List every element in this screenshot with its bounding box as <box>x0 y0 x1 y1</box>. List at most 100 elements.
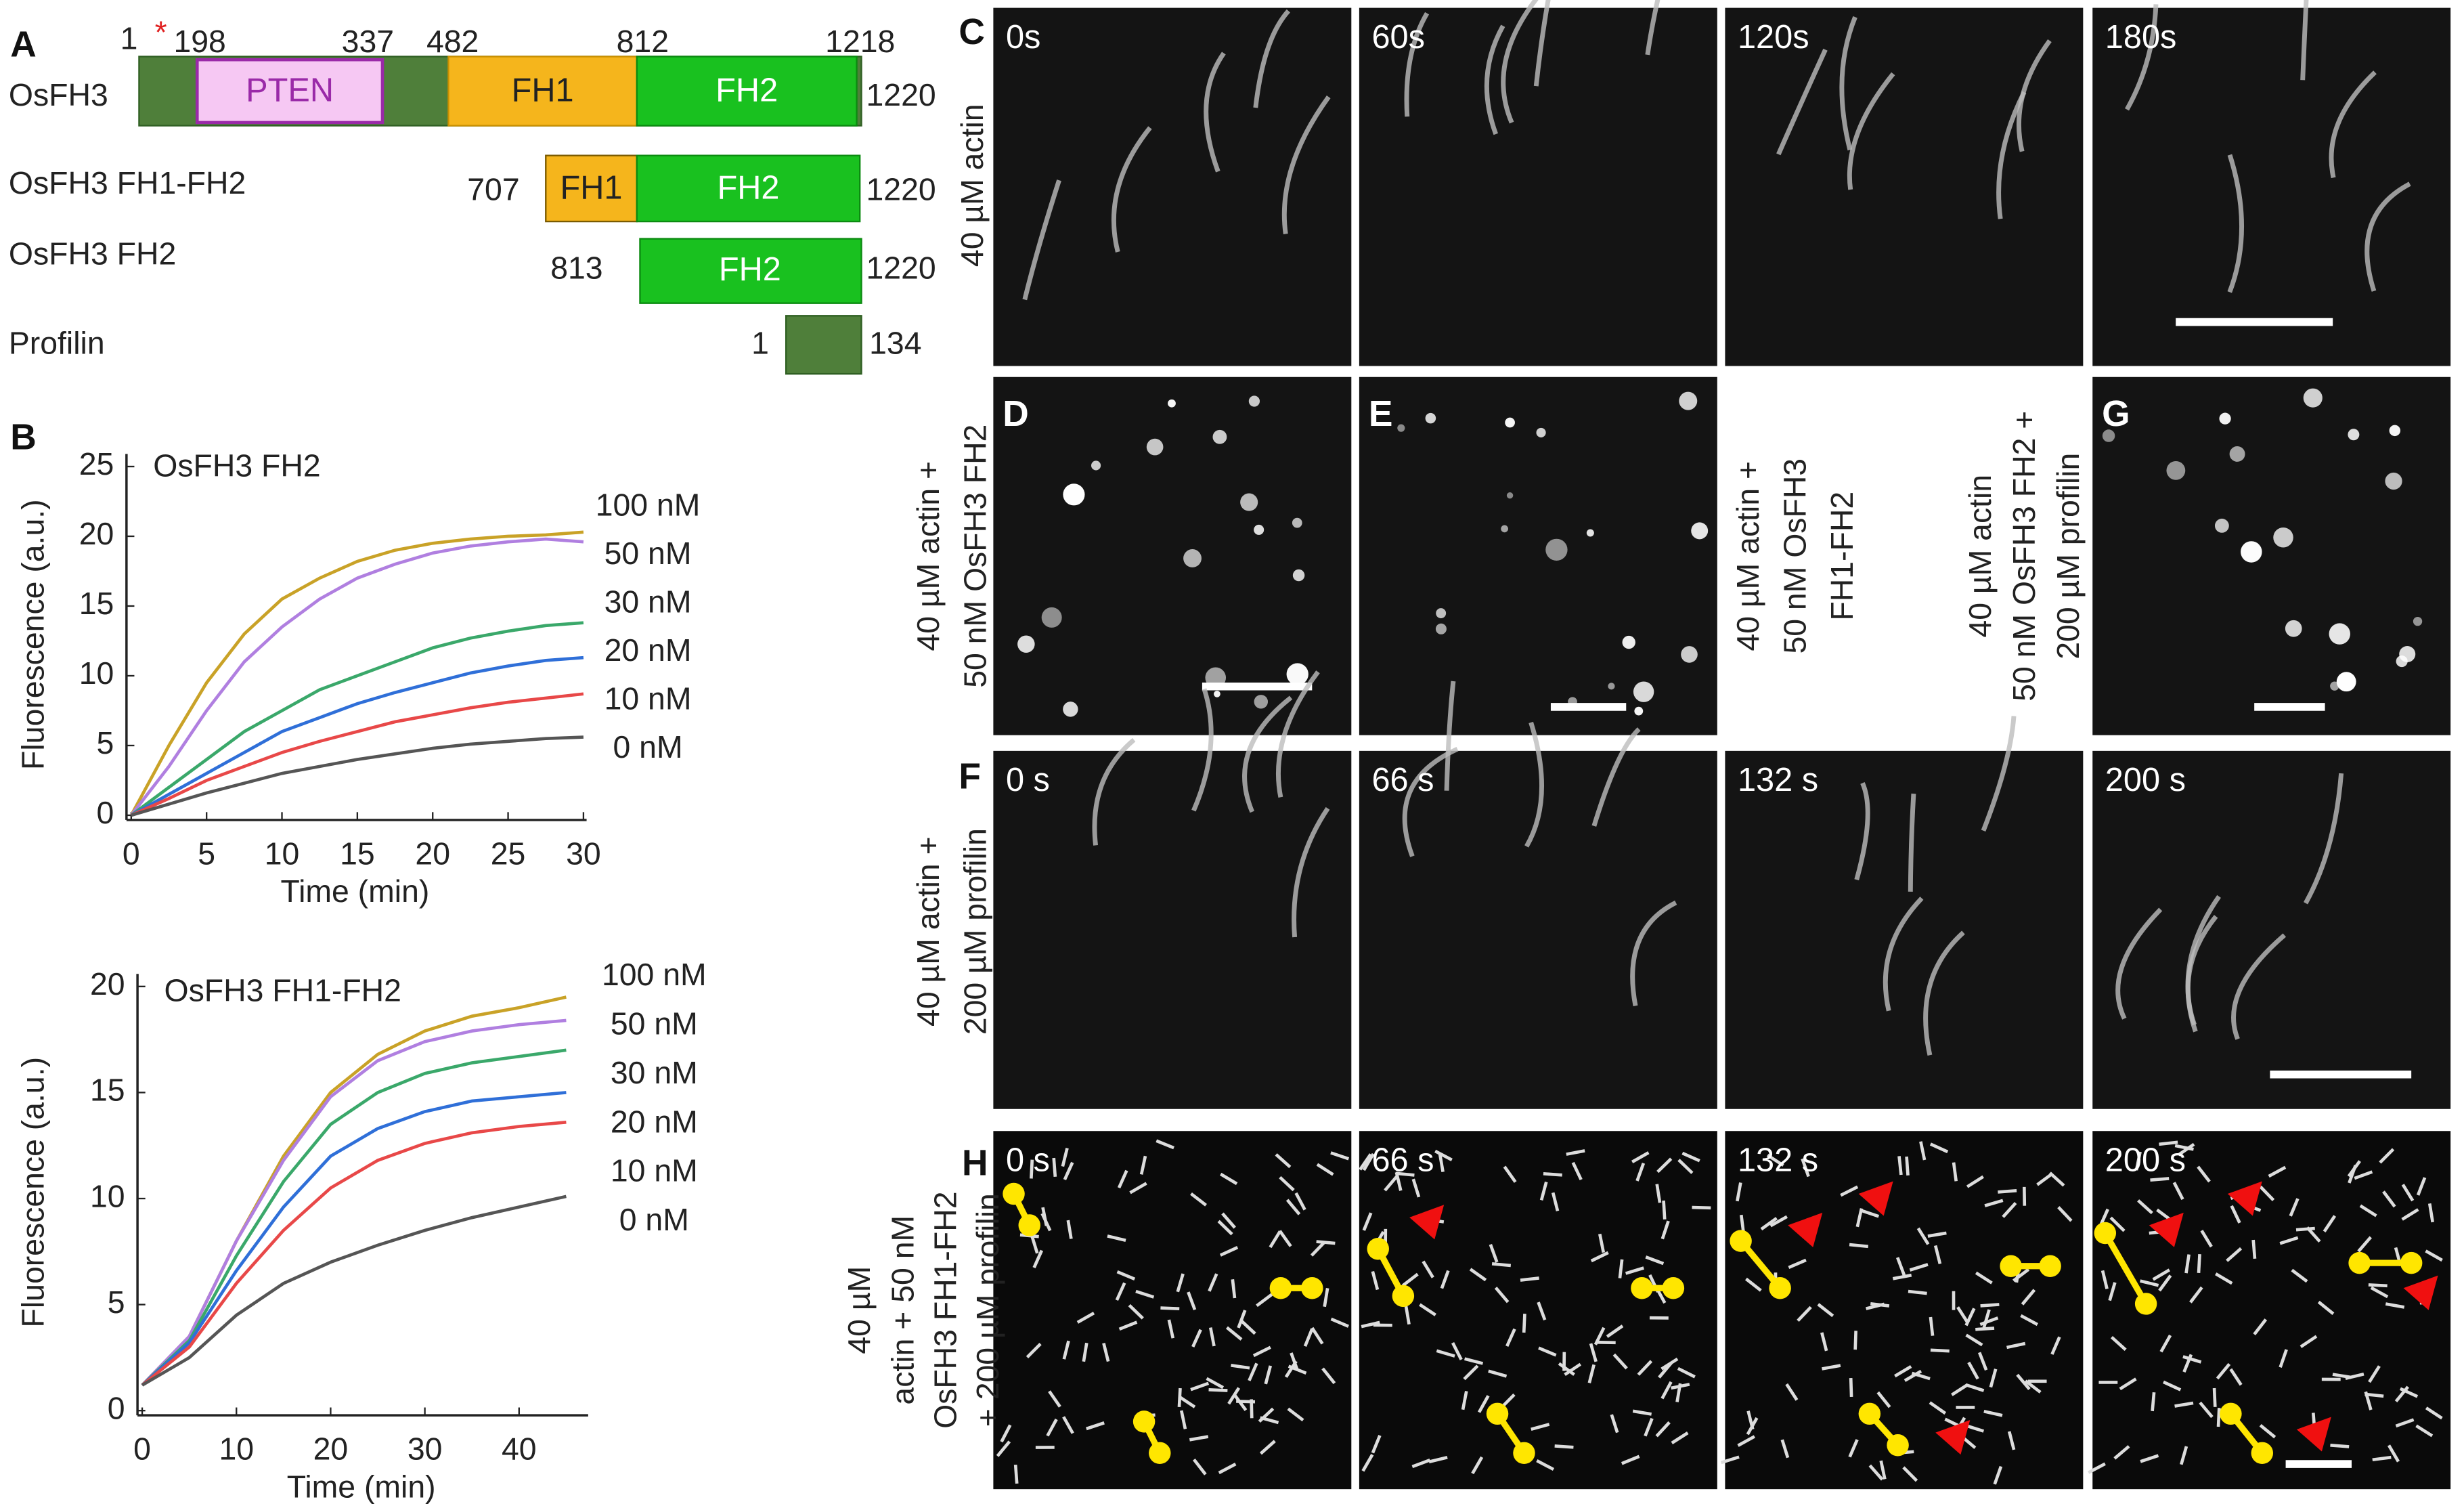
filament <box>1434 1149 1453 1161</box>
residue: 813 <box>550 250 602 285</box>
micrograph <box>2092 750 2451 1109</box>
filament <box>1030 1159 1034 1179</box>
filament <box>1644 1417 1654 1437</box>
condition-label: 40 µM actin + <box>910 461 946 651</box>
filament <box>2006 1341 2026 1350</box>
y-tick-label: 15 <box>90 1073 125 1108</box>
filament <box>2295 1226 2315 1232</box>
panel-label: H <box>962 1143 988 1183</box>
filament <box>2216 1408 2221 1427</box>
filament <box>1645 0 1660 56</box>
filament <box>2152 1268 2170 1281</box>
filament <box>1610 1414 1619 1434</box>
domain-label: PTEN <box>246 72 334 109</box>
spot <box>2336 672 2356 692</box>
legend-label: 100 nM <box>596 488 701 523</box>
fh2-domain <box>639 238 862 304</box>
spot <box>2303 388 2323 408</box>
spot <box>1679 391 1698 410</box>
filament <box>1489 1243 1499 1263</box>
filament <box>2174 1144 2194 1151</box>
filament <box>1240 1319 1256 1335</box>
condition-label: 50 nM OsFH3 FH2 + <box>2006 411 2042 702</box>
time-label: 200 s <box>2105 1142 2186 1179</box>
filament <box>2158 1274 2172 1292</box>
filament <box>1048 1390 1061 1408</box>
y-axis-label: Fluorescence (a.u.) <box>16 499 51 770</box>
data-line <box>141 1194 567 1387</box>
filament <box>1587 1364 1596 1383</box>
spot <box>1168 399 1176 408</box>
filament <box>1167 1319 1175 1339</box>
filament <box>1677 1366 1696 1379</box>
spot <box>1091 460 1101 471</box>
filament <box>1316 1240 1336 1245</box>
profilin-bar <box>785 315 862 375</box>
filament <box>1930 1348 1950 1353</box>
spot <box>2214 518 2229 533</box>
data-line <box>141 1091 567 1387</box>
filament <box>1176 1273 1185 1293</box>
condition-label: FH1-FH2 <box>1824 492 1860 621</box>
spot <box>2285 620 2302 637</box>
filament <box>1737 1435 1756 1447</box>
filament <box>1359 1153 1372 1171</box>
filament <box>1892 1273 1912 1280</box>
filament <box>2330 1444 2350 1448</box>
filament <box>1422 1260 1434 1278</box>
filament <box>1253 9 1291 108</box>
filament <box>1895 1257 1906 1276</box>
filament <box>1139 1155 1147 1175</box>
arrowhead-red <box>2296 1417 2331 1452</box>
fh1-domain <box>545 154 638 223</box>
filament <box>1975 1327 1995 1331</box>
filament <box>2174 1401 2194 1408</box>
micrograph <box>2092 0 2451 366</box>
filament <box>1284 1360 1298 1378</box>
filament <box>2268 1165 2287 1178</box>
filament <box>1606 1324 1624 1338</box>
y-tick-label: 15 <box>79 586 114 621</box>
filament <box>1632 1409 1652 1416</box>
filament <box>1965 1333 1983 1347</box>
legend-label: 100 nM <box>602 957 707 992</box>
panel-label: F <box>959 757 981 797</box>
time-label: 66 s <box>1371 1142 1434 1179</box>
filament <box>2427 1203 2435 1223</box>
filament <box>1371 1270 1380 1291</box>
filament <box>1981 716 2017 832</box>
data-line <box>130 655 584 817</box>
filament <box>1227 1387 1241 1405</box>
filament <box>1191 1329 1202 1348</box>
filament <box>1160 1306 1180 1311</box>
filament <box>1998 1188 2017 1194</box>
filament <box>1046 1418 1058 1437</box>
filament <box>1082 1342 1088 1362</box>
data-line <box>130 692 584 817</box>
filament <box>1361 1454 1374 1472</box>
arrow-head <box>1887 1434 1909 1457</box>
filament <box>1621 1455 1640 1465</box>
condition-label: 50 nM OsFH3 FH2 <box>957 425 992 688</box>
filament <box>2300 1335 2318 1348</box>
filament <box>2230 1205 2241 1224</box>
spot <box>1691 522 1709 540</box>
filament <box>1129 1182 1147 1194</box>
filament <box>1469 1268 1487 1282</box>
condition-label: 40 µM actin + <box>1730 461 1765 651</box>
filament <box>1520 1276 1539 1282</box>
filament <box>2370 1286 2389 1299</box>
filament <box>1178 1395 1196 1408</box>
filament <box>1362 1152 1375 1171</box>
filament <box>1156 1139 1174 1150</box>
arrow-head <box>1486 1402 1509 1425</box>
filament <box>1221 1212 1236 1229</box>
residue: 337 <box>342 24 394 59</box>
data-line <box>141 1120 567 1387</box>
data-line <box>129 530 584 817</box>
spot <box>1292 517 1302 528</box>
filament <box>2012 1268 2030 1283</box>
filament <box>1720 1455 1740 1465</box>
filament <box>2329 70 2377 179</box>
arrow-head <box>2348 1251 2371 1274</box>
